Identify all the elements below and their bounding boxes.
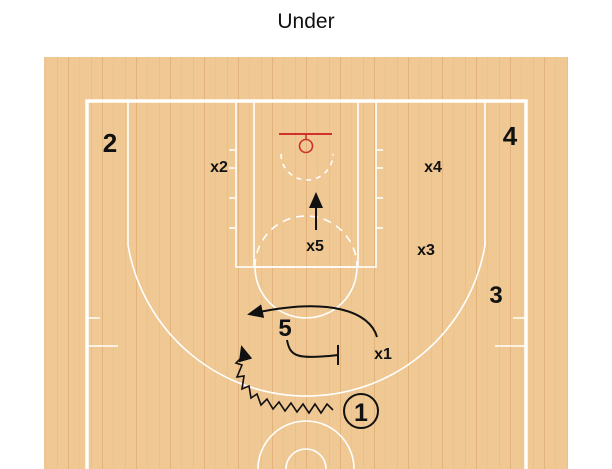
ball-handler-circle xyxy=(343,393,379,429)
player-2: 2 xyxy=(103,128,117,158)
defender-x1: x1 xyxy=(374,346,392,363)
player-5: 5 xyxy=(278,315,291,342)
player-1: 1 xyxy=(354,399,368,427)
defender-x3: x3 xyxy=(417,242,435,259)
rim xyxy=(298,138,314,154)
player-3: 3 xyxy=(489,282,502,309)
screen-line-5 xyxy=(286,339,339,358)
movement-arrow-x1 xyxy=(247,304,378,338)
defender-x5: x5 xyxy=(306,238,324,255)
defender-x4: x4 xyxy=(424,159,442,176)
dribble-line-1 xyxy=(234,345,334,415)
court-markings xyxy=(87,100,526,469)
diagram-title: Under xyxy=(277,10,335,33)
defender-x2: x2 xyxy=(210,159,228,176)
player-4: 4 xyxy=(503,121,518,151)
